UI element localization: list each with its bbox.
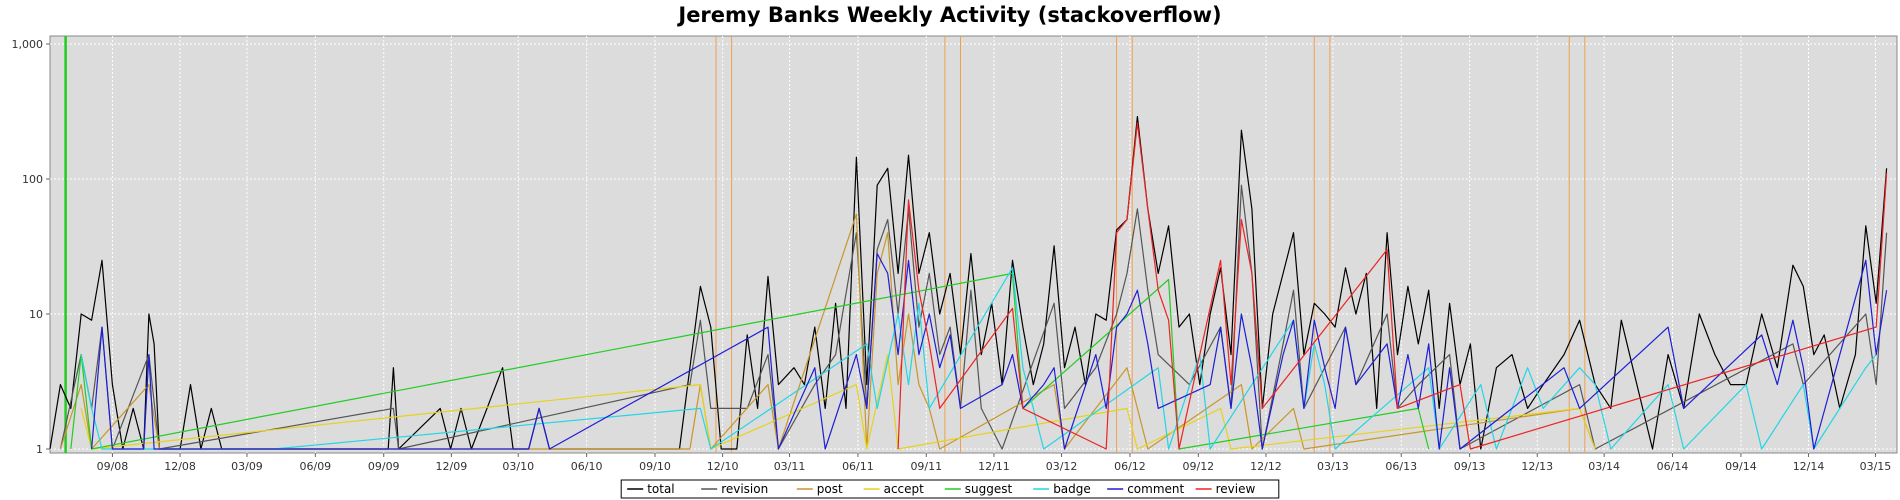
x-tick-label: 03/10	[502, 460, 534, 473]
x-tick-label: 12/14	[1793, 460, 1825, 473]
series-comment-line	[91, 253, 1888, 450]
x-tick-label: 09/10	[639, 460, 671, 473]
x-tick-label: 03/11	[774, 460, 806, 473]
x-tick-label: 03/12	[1046, 460, 1078, 473]
x-tick-label: 06/09	[299, 460, 331, 473]
x-tick-label: 06/10	[571, 460, 603, 473]
y-tick-label: 100	[22, 173, 43, 186]
y-tick-label: 1,000	[12, 38, 44, 51]
legend-label-accept: accept	[884, 482, 925, 496]
x-tick-label: 09/13	[1454, 460, 1486, 473]
plot-area	[49, 35, 1898, 454]
x-tick-label: 06/11	[842, 460, 874, 473]
legend: total revision post accept suggest badge comme…	[620, 479, 1280, 499]
legend-label-post: post	[817, 482, 843, 496]
legend-label-badge: badge	[1053, 482, 1091, 496]
x-tick-label: 12/12	[1250, 460, 1282, 473]
legend-label-suggest: suggest	[965, 482, 1013, 496]
x-tick-label: 09/08	[97, 460, 129, 473]
x-tick-label: 12/11	[978, 460, 1010, 473]
x-tick-label: 06/14	[1657, 460, 1689, 473]
y-tick-label: 10	[29, 308, 43, 321]
x-tick-label: 09/11	[910, 460, 942, 473]
chart-title: Jeremy Banks Weekly Activity (stackoverf…	[676, 3, 1221, 27]
x-tick-label: 06/13	[1385, 460, 1417, 473]
x-tick-label: 03/14	[1588, 460, 1620, 473]
x-tick-label: 03/15	[1860, 460, 1892, 473]
y-tick-label: 1	[36, 443, 43, 456]
grid-layer	[50, 36, 1897, 453]
x-tick-label: 06/12	[1114, 460, 1146, 473]
axis-layer: 09/08 12/08 03/09 06/09 09/09 12/09 03/10 06/10…	[12, 38, 1892, 473]
series-accept-line	[80, 354, 1596, 450]
legend-label-comment: comment	[1127, 482, 1184, 496]
x-tick-label: 09/14	[1725, 460, 1757, 473]
legend-label-revision: revision	[721, 482, 768, 496]
legend-label-review: review	[1216, 482, 1256, 496]
x-tick-label: 09/09	[368, 460, 400, 473]
series-review-line	[897, 122, 1888, 450]
series-revision-line	[59, 184, 1888, 450]
x-tick-label: 12/08	[164, 460, 196, 473]
x-tick-label: 09/12	[1182, 460, 1214, 473]
x-tick-label: 03/09	[231, 460, 263, 473]
x-tick-label: 12/09	[436, 460, 468, 473]
series-layer	[49, 116, 1888, 450]
legend-label-total: total	[647, 482, 674, 496]
series-total-line	[49, 116, 1888, 450]
x-tick-label: 03/13	[1317, 460, 1349, 473]
x-tick-label: 12/10	[707, 460, 739, 473]
x-tick-label: 12/13	[1521, 460, 1553, 473]
